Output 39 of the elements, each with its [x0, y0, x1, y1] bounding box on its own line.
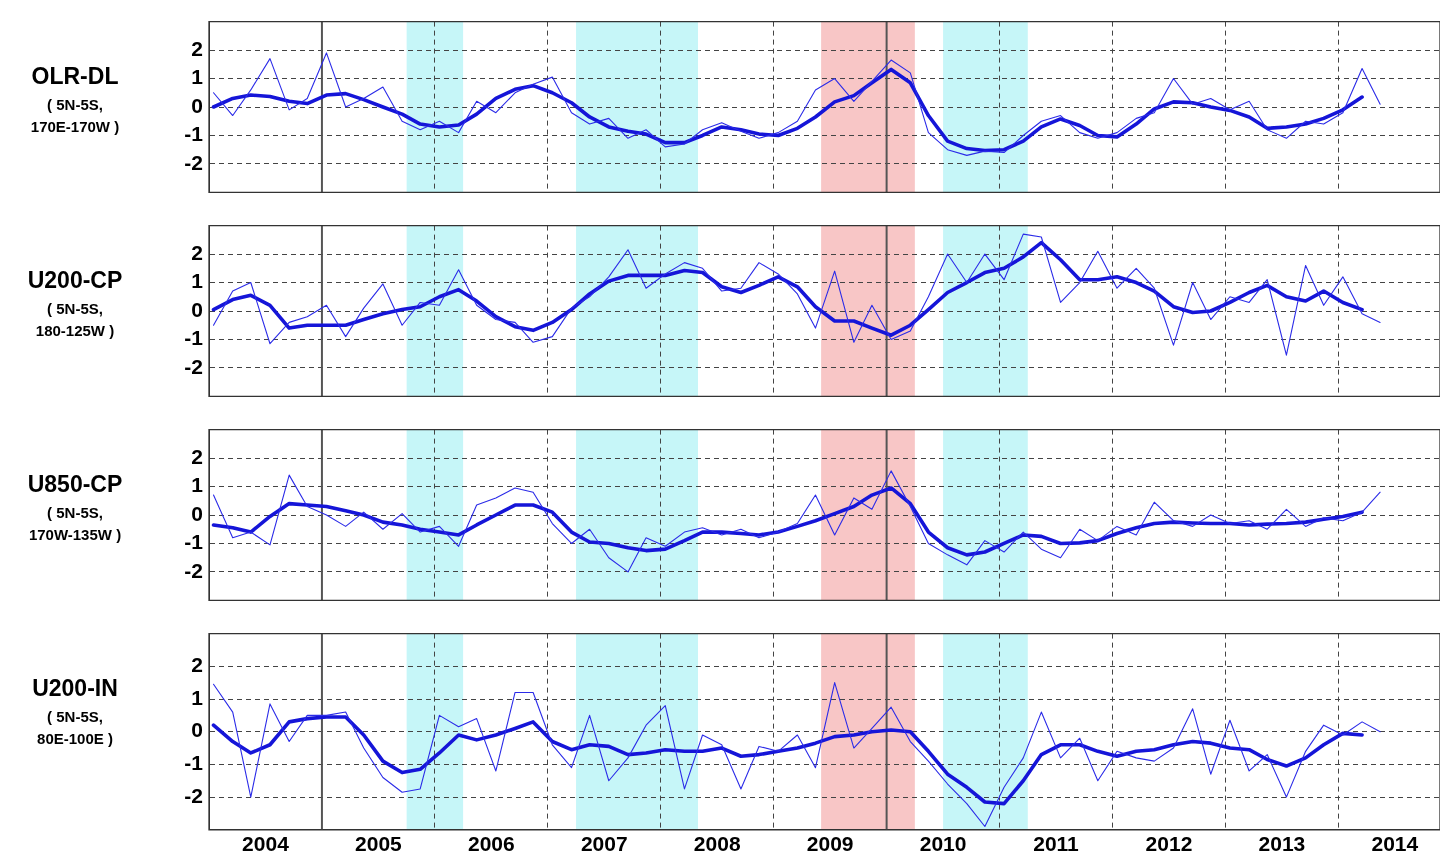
y-axis-title: U850-CP	[26, 471, 124, 498]
y-tick-label: 2	[191, 653, 203, 677]
text: ( 5N-5S, 180-125W )	[35, 300, 115, 339]
y-tick-label: 1	[191, 65, 204, 89]
y-axis-title: U200-IN	[31, 675, 119, 702]
y-tick-label: -1	[184, 122, 204, 146]
text: ( 5N-5S, 80E-100E )	[37, 708, 113, 747]
text: ( 5N-5S, 170W-135W )	[28, 504, 122, 543]
x-tick-label: 2006	[467, 832, 515, 856]
y-tick-label: 0	[191, 297, 203, 321]
y-tick-label: -2	[184, 354, 203, 378]
y-tick-label: -1	[184, 751, 204, 775]
y-tick-label: -1	[184, 326, 204, 350]
x-tick-label: 2007	[580, 832, 628, 856]
y-tick-label: 0	[191, 93, 203, 117]
x-tick-label: 2012	[1145, 832, 1193, 856]
text: ( 5N-5S, 170E-170W )	[30, 96, 120, 135]
y-tick-label: 1	[191, 685, 204, 709]
y-tick-label: 1	[191, 269, 204, 293]
x-tick-label: 2014	[1371, 832, 1419, 856]
y-tick-label: 2	[191, 240, 203, 264]
y-tick-label: 2	[191, 444, 203, 468]
y-tick-label: 1	[191, 473, 204, 497]
x-tick-label: 2013	[1258, 832, 1306, 856]
y-axis-title: OLR-DL	[30, 63, 120, 90]
y-tick-label: -2	[184, 558, 203, 582]
x-tick-label: 2009	[806, 832, 854, 856]
y-tick-label: 0	[191, 718, 203, 742]
x-tick-label: 2008	[693, 832, 741, 856]
x-tick-label: 2005	[355, 832, 403, 856]
y-tick-label: -2	[184, 150, 203, 174]
x-tick-label: 2011	[1033, 832, 1080, 856]
y-tick-label: -1	[184, 530, 204, 554]
y-tick-label: 2	[191, 36, 203, 60]
y-tick-label: -2	[184, 783, 203, 807]
x-tick-label: 2004	[242, 832, 290, 856]
y-axis-title: U200-CP	[26, 267, 124, 294]
x-tick-label: 2010	[919, 832, 967, 856]
y-tick-label: 0	[191, 501, 203, 525]
